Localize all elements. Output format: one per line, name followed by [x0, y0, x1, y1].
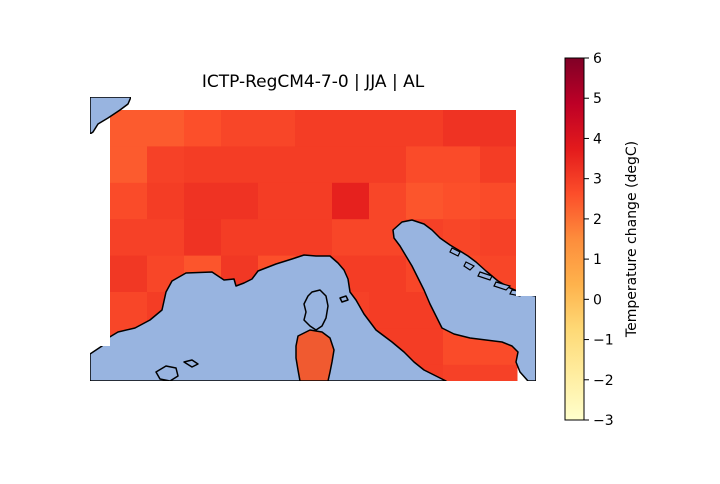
- menorca-island: [183, 359, 199, 368]
- map-title: ICTP-RegCM4-7-0 | JJA | AL: [202, 72, 425, 92]
- grid-cell: [184, 110, 222, 147]
- grid-cell: [258, 219, 296, 257]
- colorbar-tick-label: 5: [593, 91, 602, 107]
- grid-cell: [184, 182, 222, 220]
- sea-areas: [90, 97, 536, 381]
- grid-cell: [369, 292, 407, 329]
- grid-cell: [147, 146, 185, 184]
- grid-cell: [332, 110, 370, 147]
- map-area: [90, 97, 536, 381]
- grid-cell: [369, 182, 407, 220]
- grid-cell: [110, 110, 148, 147]
- island-1: [449, 247, 461, 257]
- grid-cell: [406, 146, 444, 184]
- grid-cell: [295, 110, 333, 147]
- grid-cell: [406, 182, 444, 220]
- grid-cell: [110, 182, 148, 220]
- grid-cell: [221, 146, 259, 184]
- elba-island: [339, 295, 349, 303]
- grid-cell: [221, 110, 259, 147]
- colorbar-tick-label: −1: [593, 333, 614, 349]
- grid-cell: [480, 364, 518, 381]
- adriatic-sea: [392, 219, 536, 381]
- colorbar-tick-label: 6: [593, 51, 602, 67]
- grid-cell: [295, 219, 333, 257]
- colorbar-label: Temperature change (degC): [624, 141, 640, 338]
- grid-cell: [406, 328, 444, 366]
- grid-cell: [443, 364, 481, 381]
- grid-cell: [369, 255, 407, 293]
- colorbar-fill: [564, 57, 585, 421]
- grid-cell: [369, 146, 407, 184]
- islands: [155, 289, 349, 381]
- grid-cell: [110, 146, 148, 184]
- colorbar: 6 5 4 3 2 1 0 −1 −2 −3 Temperature change (degC): [564, 51, 640, 429]
- grid-cell: [295, 182, 333, 220]
- grid-cell: [332, 146, 370, 184]
- island-4: [493, 281, 512, 291]
- grid-cell: [443, 146, 481, 184]
- grid-cell: [110, 219, 148, 257]
- grid-cell: [480, 146, 518, 184]
- grid-cell: [295, 146, 333, 184]
- colorbar-tick-label: 3: [593, 172, 602, 188]
- grid-cell: [147, 110, 185, 147]
- grid-cell: [369, 110, 407, 147]
- grid-cell: [110, 292, 148, 329]
- grid-cell: [406, 110, 444, 147]
- colorbar-tick-label: 4: [593, 131, 602, 147]
- colorbar-tick-label: 0: [593, 292, 602, 308]
- grid-cell: [221, 219, 259, 257]
- corsica-island: [303, 289, 329, 331]
- atlantic-corner: [90, 97, 132, 135]
- sardinia-island: [295, 329, 335, 381]
- grid-cell: [258, 182, 296, 220]
- colorbar-tick-label: −3: [593, 413, 614, 429]
- outside-domain-right: [516, 97, 536, 296]
- grid-cell: [332, 182, 370, 220]
- grid-cell: [332, 219, 370, 257]
- colorbar-tick-label: −2: [593, 373, 614, 389]
- grid-cell: [480, 110, 518, 147]
- colorbar-tick-label: 1: [593, 252, 602, 268]
- island-2: [463, 261, 476, 271]
- grid-cell: [147, 219, 185, 257]
- grid-cell: [184, 219, 222, 257]
- colorbar-tick-label: 2: [593, 212, 602, 228]
- outside-domain: [90, 97, 536, 346]
- grid-cell: [221, 182, 259, 220]
- grid-cell: [443, 182, 481, 220]
- grid-cell: [480, 182, 518, 220]
- grid-cell: [147, 182, 185, 220]
- island-3: [477, 271, 493, 281]
- grid-cell: [184, 146, 222, 184]
- outside-domain-top: [131, 97, 536, 110]
- colorbar-ticks: 6 5 4 3 2 1 0 −1 −2 −3: [584, 51, 614, 429]
- grid-cell: [110, 255, 148, 293]
- grid-cell: [258, 146, 296, 184]
- grid-cell: [258, 110, 296, 147]
- mediterranean-sea: [90, 254, 447, 381]
- mallorca-island: [155, 365, 179, 381]
- grid-cell: [443, 110, 481, 147]
- outside-domain-left: [90, 134, 110, 346]
- grid-cell: [480, 219, 518, 257]
